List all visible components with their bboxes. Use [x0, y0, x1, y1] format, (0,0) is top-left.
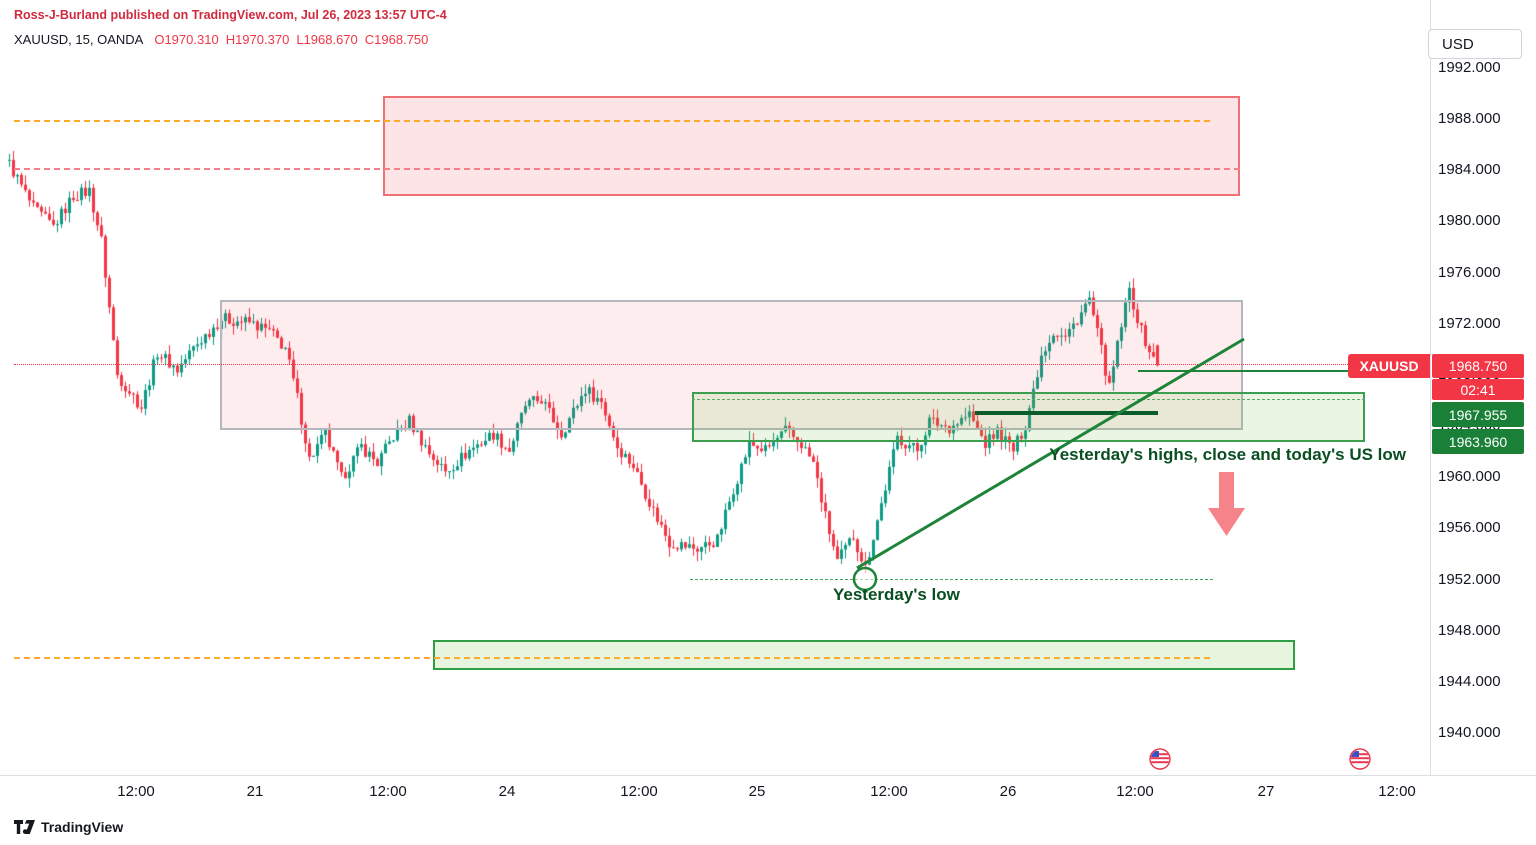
ohlc-open: O1970.310 [154, 32, 219, 47]
price-tick-label: 1960.000 [1438, 468, 1501, 486]
red-dashed-line[interactable] [14, 168, 1240, 170]
ohlc-close: C1968.750 [364, 32, 429, 47]
time-tick-label: 12:00 [620, 783, 658, 800]
time-tick-label: 25 [748, 783, 766, 800]
price-tick-label: 1976.000 [1438, 263, 1501, 281]
countdown-badge: 02:41 [1432, 379, 1524, 400]
price-tick-label: 1940.000 [1438, 724, 1501, 741]
ohlc-low: L1968.670 [296, 32, 358, 47]
orange-dashed-upper[interactable] [14, 120, 1210, 122]
price-tick-label: 1988.000 [1438, 110, 1501, 128]
time-tick-label: 12:00 [369, 783, 407, 800]
supply-zone-top[interactable] [383, 96, 1240, 196]
time-tick-label: 12:00 [870, 783, 908, 800]
time-tick-label: 24 [498, 783, 516, 800]
price-tick-label: 1944.000 [1438, 672, 1501, 690]
time-tick-label: 12:00 [1116, 783, 1154, 800]
yesterday-low-annotation[interactable]: Yesterday's low [833, 585, 960, 604]
time-tick-label: 26 [999, 783, 1017, 800]
symbol-title[interactable]: XAUUSD, 15, OANDA [14, 32, 144, 47]
price-tick-label: 1948.000 [1438, 621, 1501, 639]
level-high-badge: 1967.955 [1432, 402, 1524, 427]
demand-zone-bottom[interactable] [433, 640, 1295, 670]
price-tick-label: 1980.000 [1438, 212, 1501, 230]
tradingview-logo-text: TradingView [41, 819, 124, 835]
level-low-badge: 1963.960 [1432, 429, 1524, 454]
ohlc-values: O1970.310 H1970.370 L1968.670 C1968.750 [147, 32, 428, 47]
demand-zone-middle[interactable] [692, 392, 1365, 442]
publish-attribution: Ross-J-Burland published on TradingView.… [14, 8, 447, 22]
dark-green-segment[interactable] [975, 411, 1158, 415]
green-level-line[interactable] [1138, 370, 1430, 372]
time-tick-label: 12:00 [117, 783, 155, 800]
yesterday-low-dashed[interactable] [690, 578, 1213, 580]
price-tick-label: 1952.000 [1438, 570, 1501, 588]
price-tick-label: 1972.000 [1438, 314, 1501, 332]
price-tick-label: 1992.000 [1438, 59, 1501, 76]
orange-dashed-lower[interactable] [14, 657, 1210, 659]
time-tick-label: 27 [1257, 783, 1275, 800]
tradingview-logo-icon [14, 819, 35, 835]
us-flag-event-icon[interactable] [1349, 748, 1371, 770]
price-tick-label: 1956.000 [1438, 519, 1501, 537]
symbol-name-badge: XAUUSD [1348, 354, 1430, 378]
time-axis[interactable]: 12:00 21 12:00 24 12:00 25 12:00 26 12:00 27 12:00 [0, 775, 1536, 812]
us-flag-event-icon[interactable] [1149, 748, 1171, 770]
tradingview-logo[interactable]: TradingView [14, 819, 123, 835]
current-price-line[interactable] [14, 363, 1430, 365]
time-tick-label: 12:00 [1378, 783, 1416, 800]
zone-annotation[interactable]: Yesterday's highs, close and today's US … [1049, 445, 1406, 464]
price-tick-label: 1984.000 [1438, 161, 1501, 179]
last-price-badge: 1968.750 [1432, 354, 1524, 378]
ohlc-high: H1970.370 [225, 32, 290, 47]
chart-legend: XAUUSD, 15, OANDA O1970.310 H1970.370 L1968… [14, 32, 428, 47]
time-tick-label: 21 [246, 783, 264, 800]
zone-inner-dashed[interactable] [692, 398, 1365, 400]
currency-selector[interactable]: USD [1428, 29, 1522, 59]
